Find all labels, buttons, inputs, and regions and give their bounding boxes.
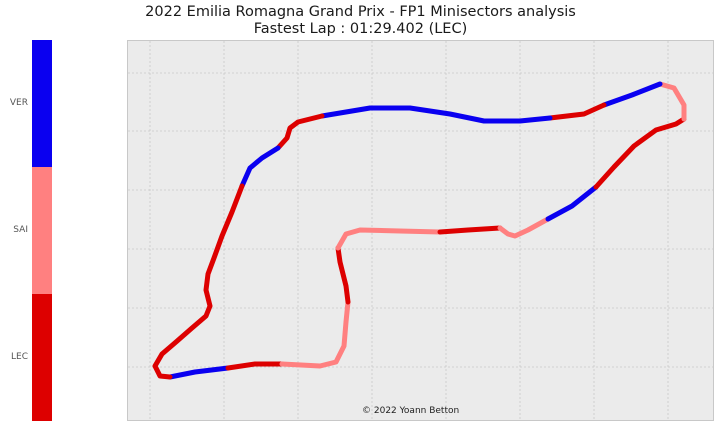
colorbar-segment-lec <box>32 294 52 421</box>
colorbar-segment-sai <box>32 167 52 295</box>
track-segment-lec <box>225 361 285 371</box>
track-segment-lec <box>547 102 607 121</box>
track-segment-sai <box>279 299 351 369</box>
track-segment-lec <box>152 183 245 380</box>
track-segment-lec <box>335 245 351 305</box>
track-segment-ver <box>239 145 281 189</box>
title-line-2: Fastest Lap : 01:29.402 (LEC) <box>253 21 468 37</box>
track-segment-ver <box>601 81 663 108</box>
track-segment-ver <box>167 365 231 380</box>
colorbar-label-ver: VER <box>9 97 28 108</box>
chart-title: 2022 Emilia Romagna Grand Prix - FP1 Min… <box>0 4 721 38</box>
driver-colorbar <box>32 40 52 421</box>
track-segment-sai <box>497 216 551 239</box>
copyright-text: © 2022 Yoann Betton <box>362 406 460 416</box>
title-line-1: 2022 Emilia Romagna Grand Prix - FP1 Min… <box>145 4 576 20</box>
colorbar-label-lec: LEC <box>11 351 28 362</box>
colorbar-label-sai: SAI <box>13 224 28 235</box>
track-segment-lec <box>275 113 325 151</box>
track-segment-ver <box>545 184 599 222</box>
track-segment-lec <box>593 116 687 190</box>
track-segment-sai <box>657 81 687 122</box>
track-segment-ver <box>319 105 553 124</box>
track-segment-lec <box>437 225 503 235</box>
track-segment-sai <box>335 227 443 251</box>
colorbar-segment-ver <box>32 40 52 168</box>
